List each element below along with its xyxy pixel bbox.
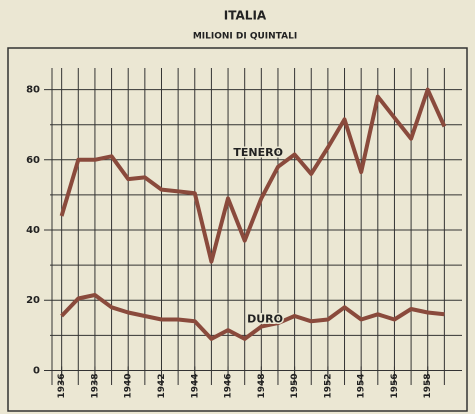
x-tick-label: 1952 — [323, 373, 333, 398]
x-tick-label: 1954 — [357, 373, 367, 398]
y-tick-label: 0 — [33, 365, 40, 376]
series-label: DURO — [247, 313, 283, 326]
x-tick-label: 1958 — [423, 373, 433, 398]
y-tick-label: 80 — [26, 85, 40, 96]
x-tick-label: 1942 — [157, 373, 167, 398]
chart-title: ITALIA — [224, 9, 267, 23]
y-tick-label: 60 — [26, 155, 40, 166]
series-label: TENERO — [233, 146, 283, 159]
series-line — [59, 87, 447, 264]
x-tick-label: 1946 — [224, 373, 234, 398]
y-tick-label: 20 — [26, 295, 40, 306]
x-tick-label: 1936 — [57, 373, 67, 398]
frame — [7, 47, 468, 412]
x-tick-label: 1956 — [390, 373, 400, 398]
x-tick-label: 1938 — [90, 373, 100, 398]
x-tick-label: 1940 — [124, 373, 134, 398]
y-tick-label: 40 — [26, 225, 40, 236]
x-tick-label: 1944 — [190, 373, 200, 398]
x-tick-label: 1950 — [290, 373, 300, 398]
chart-subtitle: MILIONI DI QUINTALI — [193, 32, 297, 42]
series-line — [60, 293, 445, 341]
x-tick-label: 1948 — [257, 373, 267, 398]
